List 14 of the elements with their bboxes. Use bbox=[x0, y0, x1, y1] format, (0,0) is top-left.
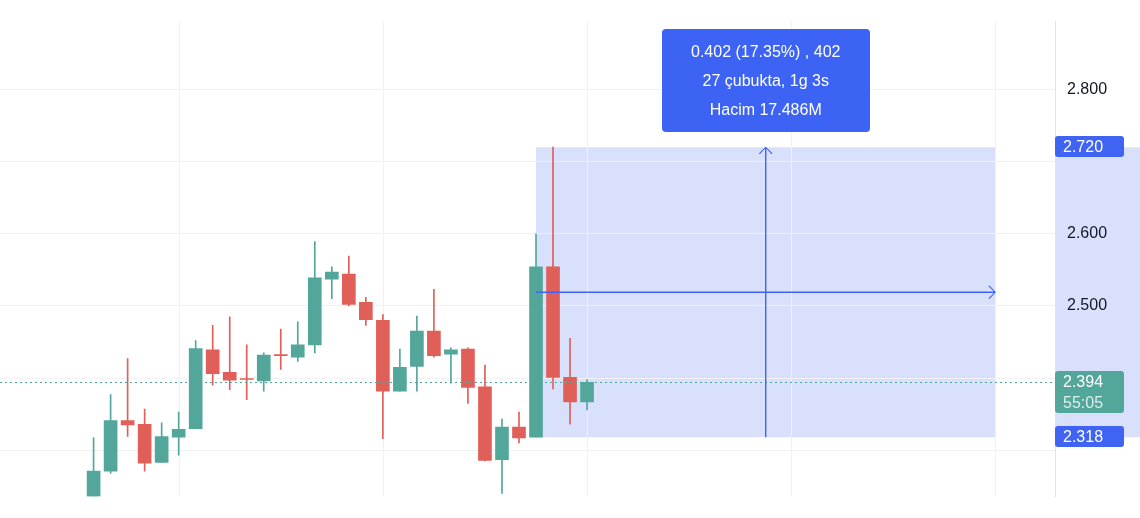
y-tick-label: 2.800 bbox=[1067, 79, 1108, 97]
text: 55:05 bbox=[1063, 393, 1105, 414]
text: 2.720 bbox=[1063, 137, 1105, 158]
annotation: Hacim 17.486M bbox=[708, 100, 823, 121]
y-tick-label: 2.500 bbox=[1067, 296, 1108, 314]
y-tick-label: 2.600 bbox=[1067, 224, 1108, 242]
candlestick bbox=[222, 316, 237, 390]
candlestick bbox=[239, 344, 254, 401]
text: 2.318 bbox=[1063, 427, 1105, 448]
ref-line-label: 2.394 bbox=[1063, 372, 1105, 393]
annotation: 27 çubukta, 1g 3s bbox=[701, 71, 830, 92]
candlestick bbox=[273, 328, 288, 370]
annotation: 0.402 (17.35%) , 402 bbox=[690, 42, 842, 63]
info-box: 0.402 (17.35%) , 402 27 çubukta, 1g 3s Hacim 17.486M bbox=[661, 29, 870, 133]
